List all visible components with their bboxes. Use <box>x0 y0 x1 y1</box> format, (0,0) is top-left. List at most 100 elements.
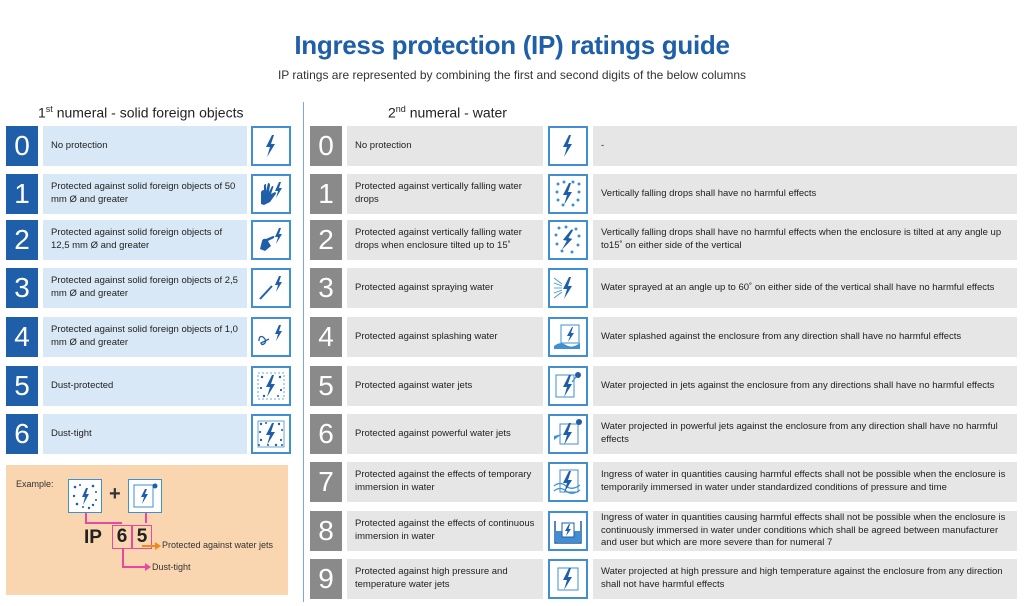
example-note-second-digit: Protected against water jets <box>162 540 274 550</box>
rating-note: Vertically falling drops shall have no h… <box>593 174 1017 214</box>
first-numeral-row: 6 Dust-tight <box>6 414 296 454</box>
rating-note: - <box>593 126 1017 166</box>
column-divider <box>303 102 304 602</box>
rating-note: Water projected in powerful jets against… <box>593 414 1017 454</box>
arrow-first-digit <box>122 566 146 568</box>
dust-tight-icon <box>251 414 291 454</box>
first-numeral-heading: 1st numeral - solid foreign objects <box>38 104 244 121</box>
jet-icon <box>548 366 588 406</box>
arrow-head-icon <box>145 563 151 571</box>
second-numeral-heading: 2nd numeral - water <box>388 104 507 121</box>
wire-icon <box>251 317 291 357</box>
rating-description: No protection <box>43 126 247 166</box>
rating-number: 6 <box>310 414 342 454</box>
tilted-drops-icon <box>548 220 588 260</box>
hand-icon <box>251 174 291 214</box>
rating-number: 3 <box>310 268 342 308</box>
rating-number: 9 <box>310 559 342 599</box>
rating-note: Water projected at high pressure and hig… <box>593 559 1017 599</box>
immersion-icon <box>548 462 588 502</box>
rating-description: No protection <box>347 126 543 166</box>
lightning-icon <box>548 126 588 166</box>
rating-description: Protected against solid foreign objects … <box>43 268 247 308</box>
rating-number: 2 <box>6 220 38 260</box>
rating-number: 8 <box>310 511 342 551</box>
arrow-head-icon <box>155 542 161 550</box>
rating-number: 2 <box>310 220 342 260</box>
connector-line <box>85 513 87 523</box>
ip-first-digit: 6 <box>112 525 132 549</box>
splash-icon <box>548 317 588 357</box>
second-numeral-row: 1 Protected against vertically falling wa… <box>310 174 1018 214</box>
second-numeral-row: 8 Protected against the effects of contin… <box>310 511 1018 551</box>
first-numeral-row: 0 No protection <box>6 126 296 166</box>
second-numeral-row: 0 No protection - <box>310 126 1018 166</box>
rating-number: 6 <box>6 414 38 454</box>
rating-number: 7 <box>310 462 342 502</box>
finger-icon <box>251 220 291 260</box>
jet-icon <box>128 479 162 513</box>
rating-number: 5 <box>310 366 342 406</box>
rating-description: Protected against solid foreign objects … <box>43 174 247 214</box>
rating-number: 1 <box>310 174 342 214</box>
rating-number: 3 <box>6 268 38 308</box>
lightning-icon <box>251 126 291 166</box>
dust-tight-icon <box>68 479 102 513</box>
tool-icon <box>251 268 291 308</box>
connector-line <box>122 549 124 567</box>
second-numeral-row: 3 Protected against spraying water Water s… <box>310 268 1018 308</box>
second-numeral-row: 4 Protected against splashing water Water … <box>310 317 1018 357</box>
rating-description: Protected against vertically falling wat… <box>347 220 543 260</box>
arrow-second-digit <box>142 545 156 547</box>
plus-sign: + <box>109 483 121 505</box>
spray-icon <box>548 268 588 308</box>
first-numeral-row: 4 Protected against solid foreign objects… <box>6 317 296 357</box>
rating-description: Protected against high pressure and temp… <box>347 559 543 599</box>
page-title: Ingress protection (IP) ratings guide <box>294 30 730 60</box>
rating-note: Water splashed against the enclosure fro… <box>593 317 1017 357</box>
rating-description: Dust-tight <box>43 414 247 454</box>
rating-note: Ingress of water in quantities causing h… <box>593 511 1017 551</box>
rating-description: Protected against water jets <box>347 366 543 406</box>
rating-description: Protected against spraying water <box>347 268 543 308</box>
connector-line <box>145 513 147 523</box>
continuous-immersion-icon <box>548 511 588 551</box>
rating-description: Protected against powerful water jets <box>347 414 543 454</box>
rating-number: 4 <box>310 317 342 357</box>
second-numeral-row: 9 Protected against high pressure and tem… <box>310 559 1018 599</box>
second-numeral-row: 5 Protected against water jets Water proje… <box>310 366 1018 406</box>
rating-description: Dust-protected <box>43 366 247 406</box>
rating-description: Protected against the effects of tempora… <box>347 462 543 502</box>
second-numeral-row: 2 Protected against vertically falling wa… <box>310 220 1018 260</box>
high-pressure-jet-icon <box>548 559 588 599</box>
example-label: Example: <box>16 479 54 489</box>
example-panel: Example: + IP 6 5 Protected against wate… <box>6 465 288 595</box>
rating-note: Ingress of water in quantities causing h… <box>593 462 1017 502</box>
rating-note: Water sprayed at an angle up to 60˚ on e… <box>593 268 1017 308</box>
rating-number: 1 <box>6 174 38 214</box>
rating-description: Protected against solid foreign objects … <box>43 220 247 260</box>
rating-description: Protected against solid foreign objects … <box>43 317 247 357</box>
first-numeral-row: 5 Dust-protected <box>6 366 296 406</box>
rating-number: 0 <box>310 126 342 166</box>
dust-icon <box>251 366 291 406</box>
ip-second-digit: 5 <box>132 525 152 549</box>
second-numeral-row: 6 Protected against powerful water jets Wa… <box>310 414 1018 454</box>
connector-line <box>85 522 122 524</box>
page-subtitle: IP ratings are represented by combining … <box>277 68 747 82</box>
first-numeral-row: 2 Protected against solid foreign objects… <box>6 220 296 260</box>
second-numeral-row: 7 Protected against the effects of tempor… <box>310 462 1018 502</box>
rating-number: 4 <box>6 317 38 357</box>
drops-icon <box>548 174 588 214</box>
rating-description: Protected against vertically falling wat… <box>347 174 543 214</box>
first-numeral-row: 3 Protected against solid foreign objects… <box>6 268 296 308</box>
rating-note: Vertically falling drops shall have no h… <box>593 220 1017 260</box>
first-numeral-row: 1 Protected against solid foreign objects… <box>6 174 296 214</box>
powerful-jet-icon <box>548 414 588 454</box>
example-note-first-digit: Dust-tight <box>152 562 191 572</box>
ip-code-prefix: IP <box>84 527 102 548</box>
rating-number: 5 <box>6 366 38 406</box>
rating-number: 0 <box>6 126 38 166</box>
rating-description: Protected against the effects of continu… <box>347 511 543 551</box>
rating-note: Water projected in jets against the encl… <box>593 366 1017 406</box>
